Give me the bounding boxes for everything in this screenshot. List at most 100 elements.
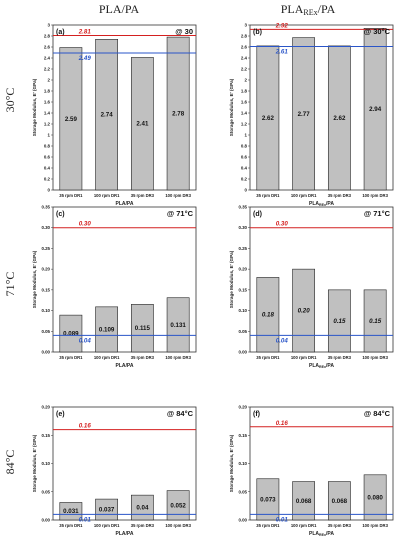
- x-tick-label: 35 rpm DR3: [328, 355, 352, 360]
- x-tick-label: 35 rpm DR3: [131, 193, 155, 198]
- y-tick-label: 0.2: [241, 177, 248, 182]
- y-tick-label: 0.15: [41, 433, 50, 438]
- y-tick-label: 0.6: [241, 155, 248, 160]
- bar-value-label: 0.037: [99, 507, 115, 514]
- bar-value-label: 2.77: [298, 111, 311, 118]
- y-tick-label: 0.6: [44, 155, 51, 160]
- y-tick-label: 2: [48, 78, 51, 83]
- bar-value-label: 0.068: [296, 498, 312, 505]
- y-tick-label: 2.4: [241, 56, 248, 61]
- x-tick-label: 100 rpm DR1: [291, 355, 317, 360]
- y-tick-label: 1.4: [241, 111, 248, 116]
- y-tick-label: 1.6: [241, 100, 248, 105]
- bar-value-label: 0.20: [298, 308, 311, 315]
- lower-reference-label: 0.04: [276, 337, 289, 344]
- bar: [363, 289, 387, 353]
- bar-value-label: 0.052: [170, 502, 186, 509]
- bar: [130, 304, 154, 353]
- row-header-71c: 71°C: [3, 272, 17, 297]
- x-axis-label: PLAREx/PA: [309, 363, 334, 369]
- y-tick-label: 1.6: [44, 100, 51, 105]
- y-tick-label: 0: [245, 188, 248, 193]
- y-tick-label: 0.20: [238, 267, 247, 272]
- bar: [166, 490, 190, 521]
- x-tick-label: 100 rpm DR1: [94, 523, 120, 528]
- y-tick-label: 0.00: [41, 518, 50, 523]
- y-tick-label: 0.15: [41, 287, 50, 292]
- bar: [95, 38, 119, 191]
- panel-letter: (f): [253, 411, 260, 418]
- upper-reference-label: 0.16: [276, 420, 289, 427]
- y-tick-label: 3: [48, 23, 51, 28]
- row-header-84c: 84°C: [3, 450, 17, 475]
- x-tick-label: 100 rpm DR3: [165, 523, 191, 528]
- upper-reference-label: 0.30: [79, 221, 92, 228]
- y-tick-label: 0.00: [238, 350, 247, 355]
- x-axis-label: PLA/PA: [116, 363, 134, 369]
- y-tick-label: 0.20: [41, 267, 50, 272]
- bar: [327, 289, 351, 353]
- bar-value-label: 0.15: [369, 318, 382, 325]
- temperature-label: @ 30°C: [364, 27, 391, 36]
- chart-panel-6: 0.00 0.05 0.10 0.15 0.20 Storage Modulus, E' …: [229, 405, 394, 537]
- bar-value-label: 2.94: [369, 106, 382, 113]
- bar-value-label: 0.109: [99, 326, 115, 333]
- y-tick-label: 2: [245, 78, 248, 83]
- y-tick-label: 0.2: [44, 177, 51, 182]
- chart-panel-1: 0 0.2 0.4 0.6 0.8 1 1.2 1.4 1.6 1.8 2 2.2 2.4 2.6 2.8 3…: [32, 23, 197, 207]
- y-tick-label: 0.10: [238, 461, 247, 466]
- bar: [130, 57, 154, 191]
- bar: [95, 306, 119, 353]
- temperature-label: @ 30: [175, 27, 193, 36]
- bar-value-label: 0.115: [135, 325, 151, 332]
- x-axis-label: PLA/PA: [116, 531, 134, 537]
- x-tick-label: 100 rpm DR1: [94, 355, 120, 360]
- bar-value-label: 0.18: [262, 312, 275, 319]
- x-tick-label: 35 rpm DR1: [256, 523, 280, 528]
- bar: [363, 474, 387, 521]
- y-tick-label: 0.4: [44, 166, 51, 171]
- lower-reference-label: 0.01: [276, 516, 289, 523]
- y-tick-label: 0.00: [238, 518, 247, 523]
- y-tick-label: 0.25: [238, 246, 247, 251]
- y-tick-label: 1: [245, 133, 248, 138]
- y-axis-label: Storage Modulus, E' (GPa): [229, 434, 234, 492]
- y-tick-label: 2.6: [44, 45, 51, 50]
- column-header-pla-pa: PLA/PA: [99, 2, 140, 16]
- x-tick-label: 35 rpm DR1: [59, 355, 83, 360]
- bar-value-label: 2.62: [262, 115, 275, 122]
- x-tick-label: 100 rpm DR3: [362, 355, 388, 360]
- bar-value-label: 2.74: [101, 112, 114, 119]
- bar-value-label: 0.068: [332, 498, 348, 505]
- y-tick-label: 0: [48, 188, 51, 193]
- panel-letter: (c): [56, 211, 65, 218]
- row-header-30c: 30°C: [3, 88, 17, 113]
- x-tick-label: 100 rpm DR3: [362, 523, 388, 528]
- upper-reference-label: 2.81: [78, 28, 92, 35]
- temperature-label: @ 71°C: [364, 209, 391, 218]
- y-tick-label: 0.10: [238, 308, 247, 313]
- y-tick-label: 1: [48, 133, 51, 138]
- temperature-label: @ 84°C: [167, 409, 194, 418]
- bar-value-label: 0.073: [260, 496, 276, 503]
- panel-letter: (a): [56, 29, 65, 36]
- panel-letter: (d): [253, 211, 262, 218]
- bar: [292, 481, 316, 521]
- lower-reference-label: 0.04: [79, 337, 92, 344]
- chart-panel-3: 0.00 0.05 0.10 0.15 0.20 0.25 0.30 0.35 Storage …: [32, 205, 197, 369]
- upper-reference-label: 0.16: [79, 423, 92, 430]
- bar: [130, 494, 154, 521]
- lower-reference-label: 0.01: [79, 516, 92, 523]
- column-header-plarex-pa: PLAREx/PA: [281, 2, 336, 17]
- temperature-label: @ 84°C: [364, 409, 391, 418]
- y-tick-label: 0.05: [41, 329, 50, 334]
- chart-panel-2: 0 0.2 0.4 0.6 0.8 1 1.2 1.4 1.6 1.8 2 2.2 2.4 2.6 2.8 3…: [229, 22, 394, 207]
- y-tick-label: 0.05: [238, 489, 247, 494]
- bar-value-label: 0.131: [170, 322, 186, 329]
- y-axis-label: Storage Modulus, E' (GPa): [229, 78, 234, 136]
- y-tick-label: 1.2: [241, 122, 248, 127]
- y-axis-label: Storage Modulus, E' (GPa): [32, 78, 37, 136]
- upper-reference-label: 0.30: [276, 221, 289, 228]
- x-tick-label: 35 rpm DR1: [256, 193, 280, 198]
